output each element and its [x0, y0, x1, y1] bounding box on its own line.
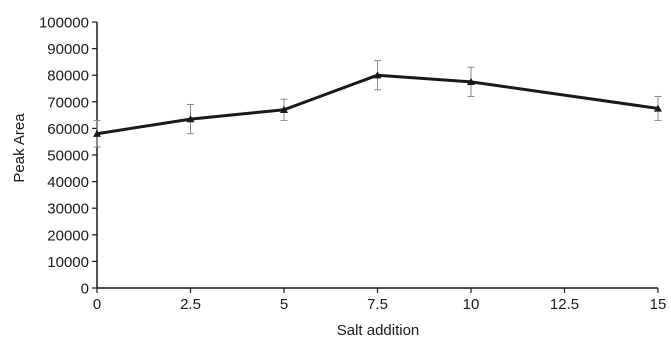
x-tick-label: 0	[93, 296, 101, 313]
y-tick-label: 30000	[47, 201, 89, 218]
x-tick-label: 2.5	[180, 296, 201, 313]
y-tick-label: 40000	[47, 174, 89, 191]
y-tick-label: 10000	[47, 254, 89, 271]
y-ticks-group: 0 10000 20000 30000 40000 50000 60000 70000 8000…	[39, 15, 97, 298]
y-tick-label: 50000	[47, 148, 89, 165]
y-tick-label: 80000	[47, 68, 89, 85]
x-tick-label: 7.5	[367, 296, 388, 313]
y-tick-label: 90000	[47, 41, 89, 58]
y-tick-label: 0	[81, 281, 89, 298]
x-tick-label: 5	[280, 296, 288, 313]
y-tick-label: 100000	[39, 15, 89, 32]
x-tick-label: 10	[463, 296, 480, 313]
y-axis-title: Peak Area	[11, 113, 28, 183]
x-ticks-group: 0 2.5 5 7.5 10 12.5 15	[93, 288, 667, 313]
y-tick-label: 70000	[47, 94, 89, 111]
y-tick-label: 20000	[47, 227, 89, 244]
y-tick-label: 60000	[47, 121, 89, 138]
x-axis-title: Salt addition	[337, 322, 420, 337]
x-tick-label: 15	[650, 296, 667, 313]
x-tick-label: 12.5	[550, 296, 579, 313]
